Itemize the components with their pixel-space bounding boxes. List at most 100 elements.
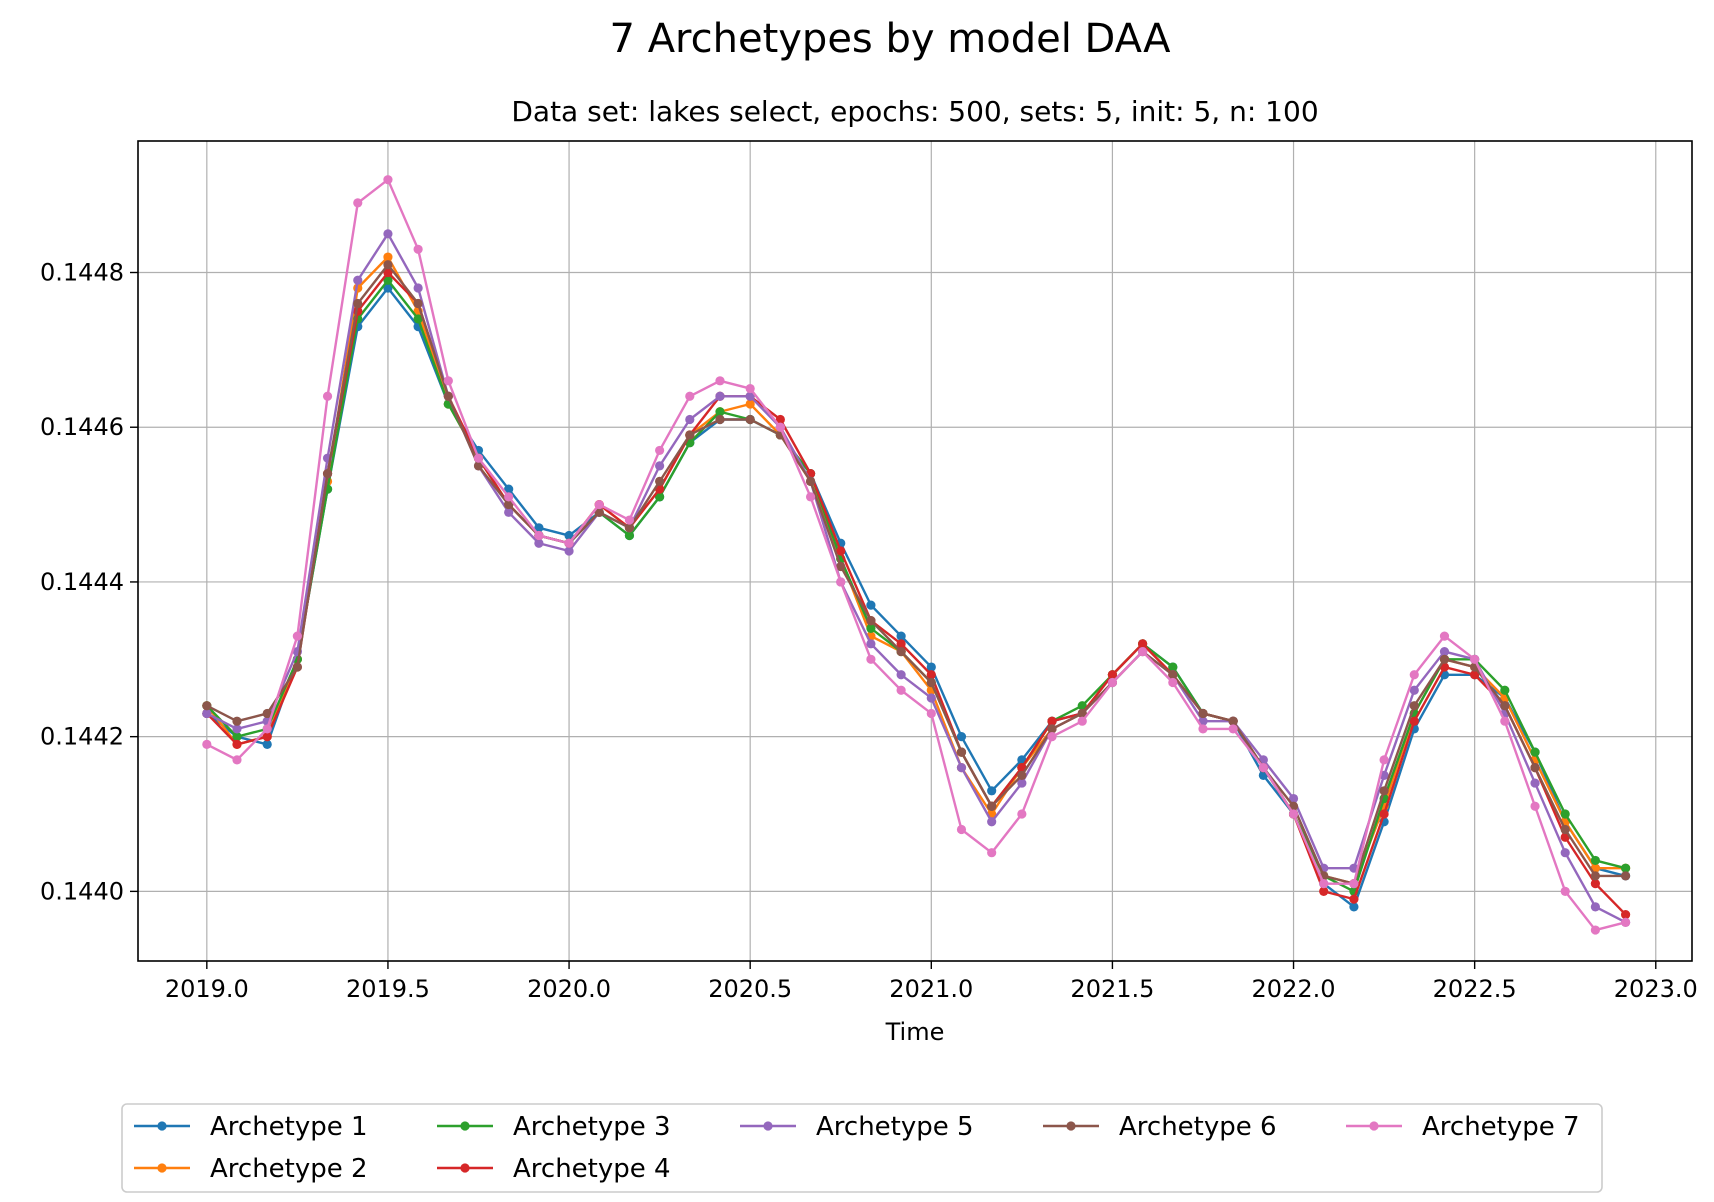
- data-point: [353, 198, 363, 208]
- data-point: [413, 244, 423, 254]
- data-point: [443, 391, 453, 401]
- data-point: [1500, 716, 1510, 726]
- data-point: [775, 422, 785, 432]
- data-point: [1590, 925, 1600, 935]
- y-tick-label: 0.1440: [40, 877, 124, 905]
- data-point: [866, 654, 876, 664]
- data-point: [534, 530, 544, 541]
- data-point: [1590, 879, 1600, 889]
- data-point: [232, 739, 242, 749]
- data-point: [1470, 670, 1480, 680]
- data-point: [715, 391, 725, 401]
- data-point: [1500, 701, 1510, 711]
- data-point: [1560, 809, 1570, 819]
- data-point: [655, 492, 665, 502]
- data-point: [866, 639, 876, 649]
- data-point: [202, 739, 212, 749]
- data-point: [715, 407, 725, 417]
- data-point: [896, 670, 906, 680]
- data-point: [1077, 716, 1087, 726]
- data-point: [1560, 824, 1570, 835]
- data-point: [473, 453, 484, 463]
- x-tick-label: 2021.5: [1070, 975, 1154, 1003]
- data-point: [1560, 886, 1570, 896]
- data-point: [1137, 646, 1148, 657]
- data-point: [1349, 902, 1359, 912]
- data-point: [866, 600, 876, 610]
- data-point: [866, 623, 876, 633]
- data-point: [1621, 863, 1631, 873]
- data-point: [1137, 639, 1148, 649]
- data-point: [1077, 701, 1087, 711]
- data-point: [353, 298, 363, 309]
- series-archetype-3: [202, 275, 1631, 896]
- data-point: [624, 530, 635, 541]
- data-point: [896, 639, 906, 649]
- series-archetype-4: [202, 267, 1631, 920]
- data-point: [232, 755, 242, 765]
- data-point: [715, 414, 725, 425]
- x-tick-label: 2019.0: [165, 975, 249, 1003]
- data-point: [1530, 763, 1540, 773]
- data-point: [836, 577, 846, 587]
- data-point: [926, 662, 936, 672]
- series-archetype-6: [202, 260, 1631, 889]
- legend-swatch-marker: [460, 1121, 470, 1131]
- y-tick-label: 0.1446: [40, 413, 124, 441]
- legend-swatch-marker: [763, 1121, 773, 1131]
- data-point: [1047, 732, 1057, 742]
- data-point: [926, 677, 936, 688]
- legend-entry-archetype-1: Archetype 1: [134, 1112, 368, 1142]
- data-point: [896, 646, 906, 657]
- data-point: [745, 414, 755, 425]
- legend-entry-archetype-5: Archetype 5: [740, 1112, 974, 1142]
- data-point: [1319, 879, 1329, 889]
- legend-label: Archetype 3: [513, 1112, 671, 1142]
- data-point: [383, 175, 393, 185]
- data-point: [413, 298, 423, 309]
- data-point: [564, 546, 574, 556]
- data-point: [1439, 631, 1450, 641]
- chart-subtitle: Data set: lakes select, epochs: 500, set…: [511, 95, 1318, 128]
- data-point: [1530, 801, 1540, 811]
- data-point: [1258, 763, 1268, 773]
- data-point: [1047, 716, 1057, 726]
- data-point: [1077, 708, 1087, 719]
- data-point: [202, 701, 212, 711]
- data-point: [1500, 685, 1510, 695]
- data-point: [383, 252, 393, 262]
- data-point: [1439, 646, 1450, 657]
- data-point: [292, 631, 302, 641]
- data-point: [624, 515, 635, 525]
- series-archetype-1: [202, 283, 1631, 912]
- series-line: [206, 232, 1627, 924]
- series-lines: [202, 175, 1631, 935]
- x-tick-label: 2021.0: [889, 975, 973, 1003]
- chart-title: 7 Archetypes by model DAA: [610, 16, 1172, 62]
- series-line: [206, 178, 1626, 932]
- y-tick-label: 0.1442: [40, 723, 124, 751]
- x-tick-label: 2022.0: [1252, 975, 1336, 1003]
- data-point: [655, 445, 665, 456]
- data-point: [1590, 855, 1600, 866]
- data-point: [262, 708, 272, 719]
- data-point: [1409, 670, 1419, 680]
- x-tick-label: 2020.0: [527, 975, 611, 1003]
- x-axis-ticks: 2019.0 2019.5 2020.0 2020.5 2021.0 2021.5 2022…: [165, 961, 1698, 1003]
- data-point: [1379, 786, 1389, 796]
- data-point: [775, 414, 785, 425]
- y-tick-label: 0.1444: [40, 568, 124, 596]
- data-point: [1409, 716, 1419, 726]
- data-point: [1168, 662, 1178, 672]
- data-point: [805, 476, 816, 486]
- data-point: [1228, 716, 1238, 726]
- data-point: [202, 708, 212, 719]
- legend-swatch-marker: [1369, 1121, 1379, 1131]
- data-point: [504, 507, 514, 517]
- series-archetype-7: [202, 175, 1631, 935]
- data-point: [805, 492, 816, 502]
- series-line: [206, 286, 1626, 909]
- plot-area-frame: [137, 140, 1693, 962]
- data-point: [1168, 677, 1178, 688]
